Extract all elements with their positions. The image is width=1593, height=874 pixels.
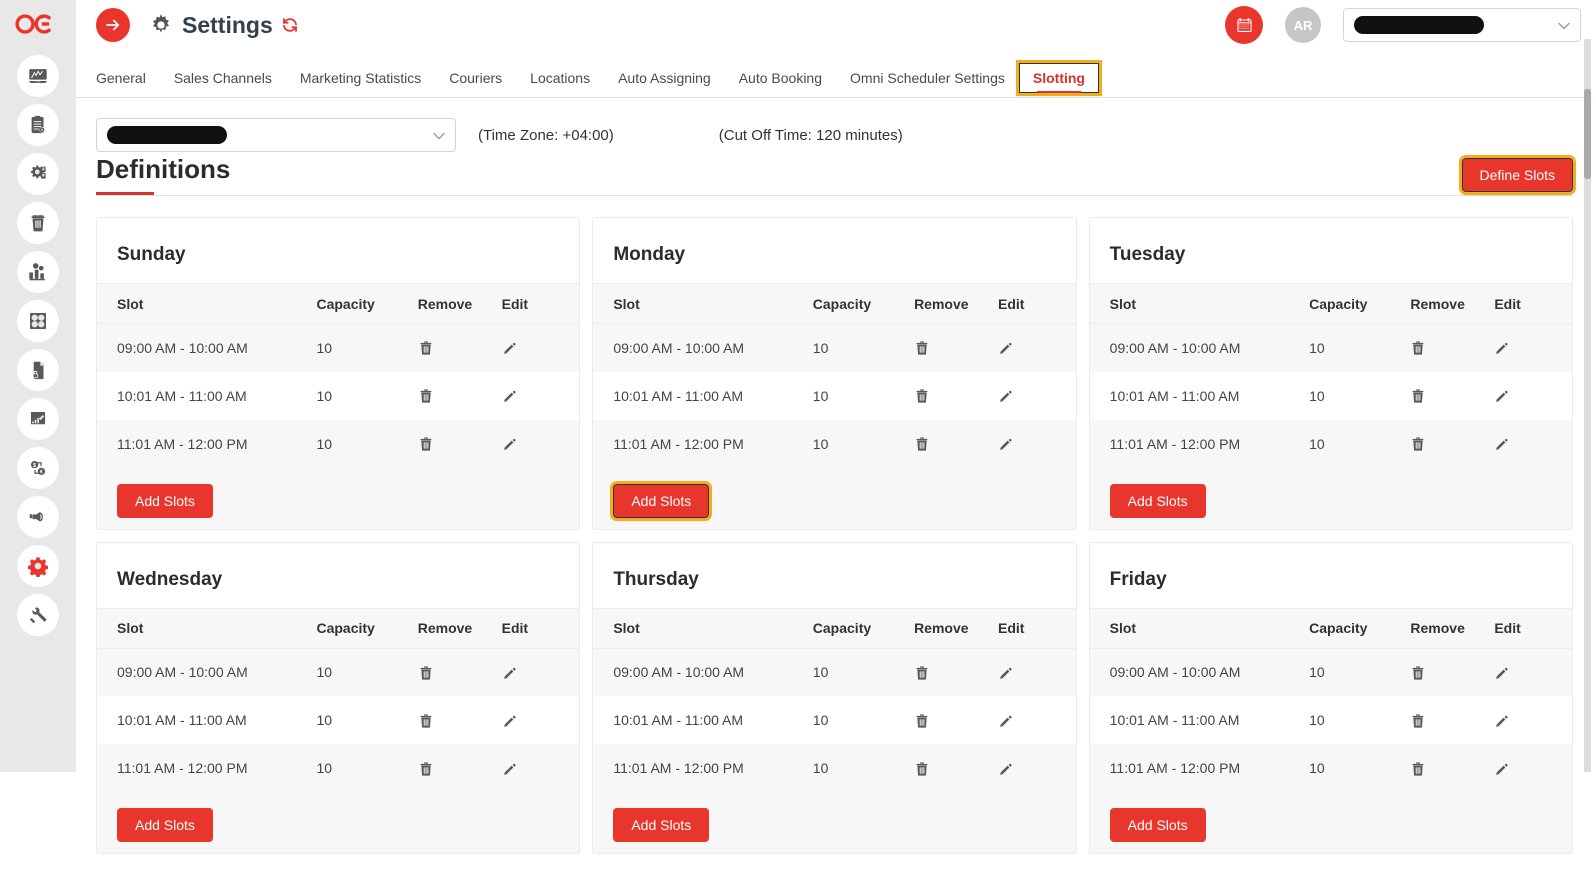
svg-text:$: $ [33,463,36,469]
svg-text:€: € [40,470,43,476]
